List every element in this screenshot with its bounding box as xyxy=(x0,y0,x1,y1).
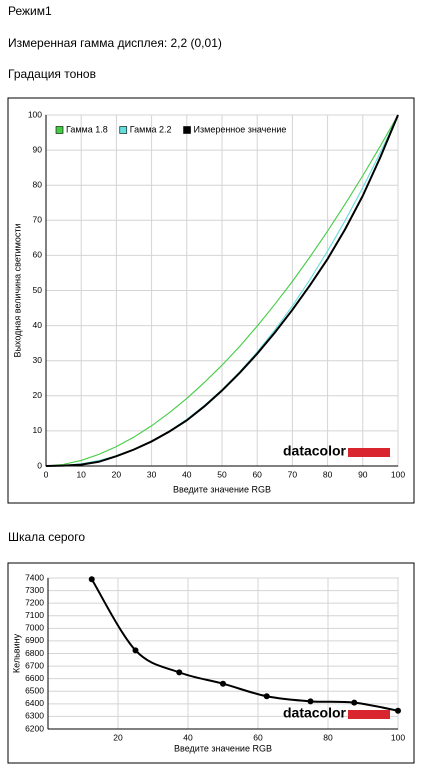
y-tick-label: 50 xyxy=(33,285,43,295)
y-tick-label: 90 xyxy=(33,144,43,154)
x-tick-label: 20 xyxy=(113,732,123,742)
y-axis-label: Кельвину xyxy=(11,633,21,673)
logo-text: datacolor xyxy=(283,705,347,721)
y-tick-label: 100 xyxy=(28,109,42,119)
x-tick-label: 40 xyxy=(183,732,193,742)
section-title: Шкала серого xyxy=(8,530,85,544)
section-title: Градация тонов xyxy=(8,67,96,81)
x-tick-label: 20 xyxy=(112,469,122,479)
y-tick-label: 6200 xyxy=(25,723,44,733)
x-tick-label: 60 xyxy=(253,732,263,742)
y-tick-label: 40 xyxy=(33,320,43,330)
x-tick-label: 70 xyxy=(288,469,298,479)
point-marker xyxy=(307,698,314,705)
y-tick-label: 7100 xyxy=(25,610,44,620)
y-tick-label: 7200 xyxy=(25,597,44,607)
y-tick-label: 10 xyxy=(33,425,43,435)
point-marker xyxy=(132,647,139,654)
y-tick-label: 30 xyxy=(33,355,43,365)
point-marker xyxy=(351,699,358,706)
y-tick-label: 6600 xyxy=(25,673,44,683)
legend-label: Гамма 1.8 xyxy=(66,124,108,134)
x-tick-label: 100 xyxy=(391,732,405,742)
x-axis-label: Введите значение RGB xyxy=(173,484,271,494)
gamma-text: Измеренная гамма дисплея: 2,2 (0,01) xyxy=(8,36,222,50)
y-tick-label: 6300 xyxy=(25,711,44,721)
x-tick-label: 40 xyxy=(182,469,192,479)
logo-text: datacolor xyxy=(283,443,347,459)
logo-bar xyxy=(348,710,390,719)
y-tick-label: 80 xyxy=(33,179,43,189)
point-marker xyxy=(220,680,226,687)
x-tick-label: 60 xyxy=(252,469,262,479)
y-tick-label: 6400 xyxy=(25,698,44,708)
legend-label: Измеренное значение xyxy=(194,124,287,134)
x-tick-label: 50 xyxy=(217,469,227,479)
y-tick-label: 7400 xyxy=(25,572,44,582)
series-line xyxy=(45,114,399,467)
x-tick-label: 100 xyxy=(391,469,405,479)
y-tick-label: 7300 xyxy=(25,585,44,595)
mode-title: Режим1 xyxy=(8,4,52,18)
x-tick-label: 90 xyxy=(358,469,368,479)
legend-swatch xyxy=(183,126,191,134)
y-tick-label: 6500 xyxy=(25,686,44,696)
point-marker xyxy=(395,707,401,714)
y-tick-label: 0 xyxy=(37,460,42,470)
logo-bar xyxy=(348,448,390,457)
x-tick-label: 30 xyxy=(147,469,157,479)
series-line xyxy=(45,114,399,467)
x-tick-label: 10 xyxy=(76,469,86,479)
x-tick-label: 80 xyxy=(323,469,333,479)
y-tick-label: 6900 xyxy=(25,635,44,645)
x-tick-label: 80 xyxy=(323,732,333,742)
point-marker xyxy=(176,669,183,676)
x-tick-label: 0 xyxy=(44,469,49,479)
legend-swatch xyxy=(119,126,128,134)
y-tick-label: 7000 xyxy=(25,623,44,633)
x-axis-label: Введите значение RGB xyxy=(174,743,272,753)
legend-label: Гамма 2.2 xyxy=(130,124,172,134)
y-tick-label: 70 xyxy=(33,215,43,225)
point-marker xyxy=(88,576,95,583)
y-axis-label: Выходная величина светимости xyxy=(12,223,22,357)
y-tick-label: 60 xyxy=(33,250,43,260)
y-tick-label: 6700 xyxy=(25,660,44,670)
legend-swatch xyxy=(55,126,64,134)
y-tick-label: 6800 xyxy=(25,648,44,658)
point-marker xyxy=(263,693,270,700)
y-tick-label: 20 xyxy=(33,390,43,400)
